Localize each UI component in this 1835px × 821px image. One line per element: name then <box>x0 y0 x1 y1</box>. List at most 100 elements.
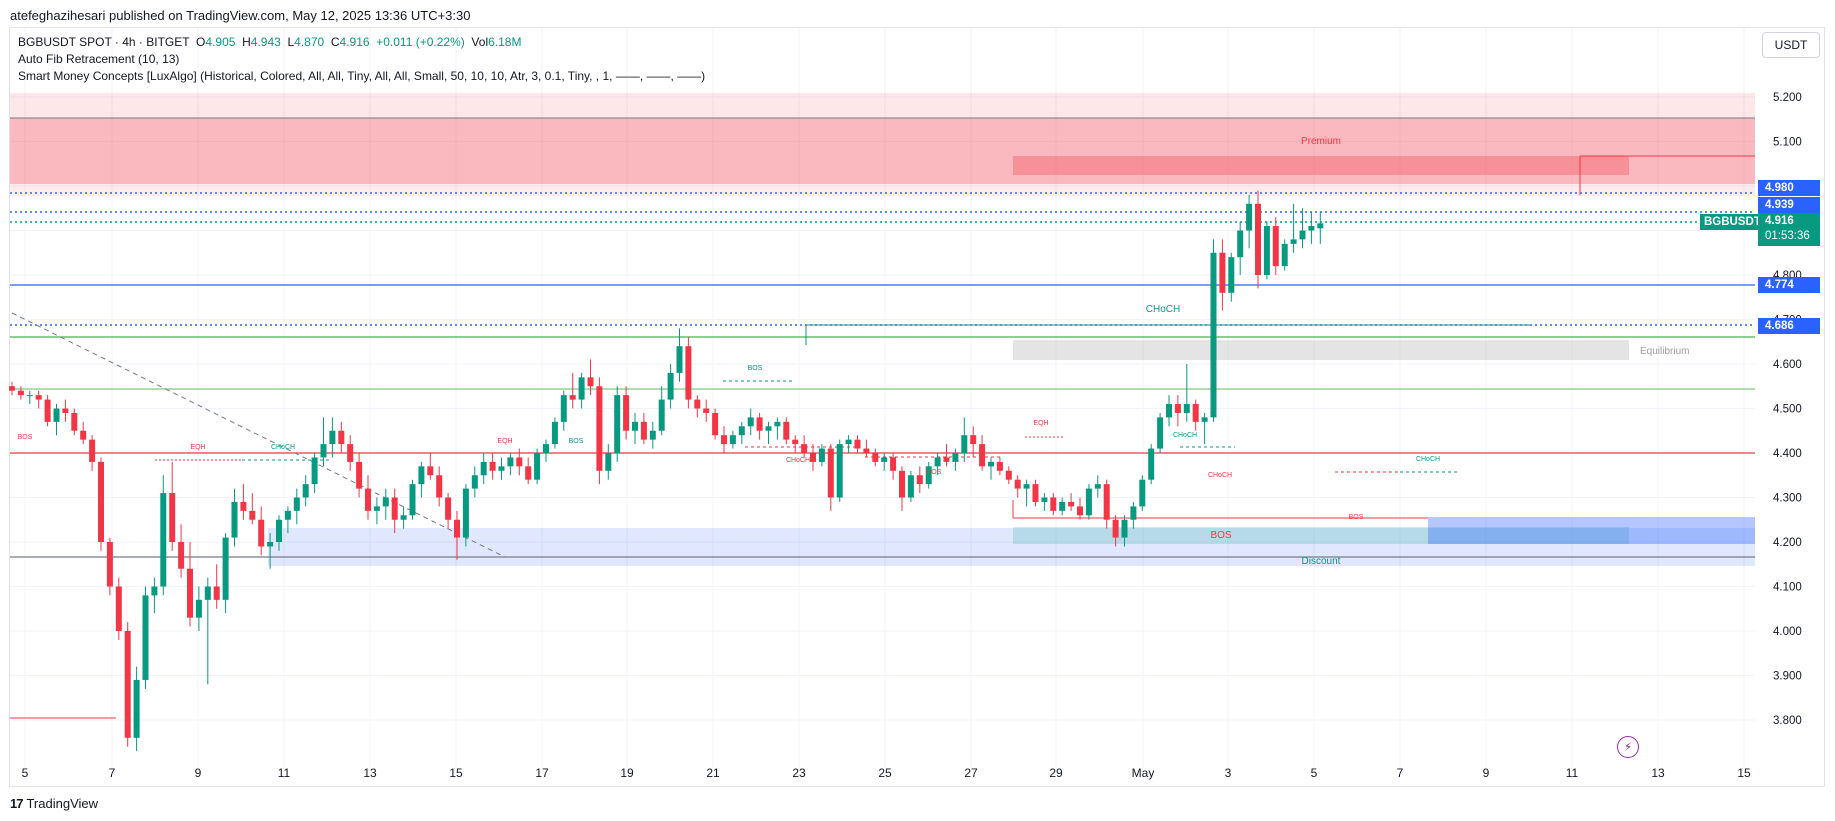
y-tick-label: 3.900 <box>1773 671 1802 683</box>
legend-open: 4.905 <box>205 35 236 49</box>
x-tick-label: 19 <box>620 766 634 780</box>
candle-body <box>1308 226 1315 231</box>
candle-body <box>916 475 923 485</box>
candle-body <box>560 395 567 422</box>
legend-low-label: L <box>287 35 295 49</box>
structure-label: EQH <box>1033 420 1048 427</box>
candle-body <box>133 679 140 738</box>
candle-body <box>400 515 407 520</box>
legend-vol: 6.18M <box>488 35 522 49</box>
candle-body <box>418 466 425 485</box>
candle-body <box>338 430 345 445</box>
legend-symbol[interactable]: BGBUSDT SPOT · 4h · BITGET <box>18 35 190 49</box>
candle-body <box>124 631 131 738</box>
candle-body <box>1272 226 1279 267</box>
x-tick-label: 27 <box>964 766 978 780</box>
candle-body <box>1121 519 1128 538</box>
candle-body <box>347 444 354 462</box>
structure-lines <box>10 155 1755 719</box>
x-tick-label: 9 <box>1483 766 1490 780</box>
x-tick-label: 5 <box>1311 766 1318 780</box>
candle-body <box>1290 239 1297 244</box>
candle-body <box>765 426 772 431</box>
current-price-box: 4.916 01:53:36 <box>1758 213 1820 246</box>
candle-body <box>747 417 754 427</box>
grid <box>10 28 1755 768</box>
legend-indicator-smc[interactable]: Smart Money Concepts [LuxAlgo] (Historic… <box>18 69 706 83</box>
x-tick-label: 5 <box>22 766 29 780</box>
candle-body <box>1192 404 1199 422</box>
structure-label: CHoCH <box>271 444 295 451</box>
candle-body <box>1005 470 1012 480</box>
x-tick-label: 21 <box>706 766 720 780</box>
candle-body <box>658 399 665 431</box>
candle-body <box>952 453 959 462</box>
x-tick-label: 23 <box>792 766 806 780</box>
discount-zone <box>268 528 1755 566</box>
candle-body <box>249 510 256 520</box>
legend-ohlc-row: BGBUSDT SPOT · 4h · BITGET O4.905 H4.943… <box>18 34 705 51</box>
candle-body <box>1139 479 1146 507</box>
candle-body <box>9 386 15 391</box>
y-tick-label: 4.400 <box>1773 448 1802 460</box>
candle-body <box>391 497 398 520</box>
trend-line <box>11 312 506 558</box>
candle-body <box>738 426 745 436</box>
candle-body <box>605 453 612 471</box>
structure-label: BOS <box>1210 530 1231 541</box>
candle-body <box>115 586 122 631</box>
candle-body <box>907 475 914 498</box>
candle-body <box>774 421 781 427</box>
candle-body <box>712 412 719 436</box>
candle-body <box>53 408 60 422</box>
structure-label: BOS <box>18 434 33 441</box>
candle-body <box>98 461 104 542</box>
candle-body <box>1201 417 1208 422</box>
candle-body <box>187 568 193 618</box>
candle-body <box>596 386 603 471</box>
candle-body <box>1085 488 1092 516</box>
chart-legend: BGBUSDT SPOT · 4h · BITGET O4.905 H4.943… <box>18 34 705 85</box>
currency-button[interactable]: USDT <box>1762 32 1820 58</box>
candle-body <box>818 448 825 462</box>
price-tag-4686: 4.686 <box>1758 318 1820 334</box>
footer-brand: TradingView <box>26 796 99 811</box>
candle-body <box>721 435 727 445</box>
legend-indicator-fib[interactable]: Auto Fib Retracement (10, 13) <box>18 52 180 66</box>
y-tick-label: 3.800 <box>1773 715 1802 727</box>
x-tick-label: 25 <box>878 766 892 780</box>
candle-body <box>1023 484 1030 489</box>
premium-label: Premium <box>1301 136 1341 147</box>
candle-body <box>623 395 630 431</box>
legend-vol-label: Vol <box>471 35 489 49</box>
candle-body <box>151 586 158 596</box>
candle-body <box>302 484 309 498</box>
candle-body <box>507 457 514 467</box>
legend-change: +0.011 (+0.22%) <box>376 35 465 49</box>
candle-body <box>293 497 300 511</box>
candle-body <box>1246 203 1253 231</box>
candle-body <box>471 475 478 489</box>
lightning-icon[interactable]: ⚡ <box>1617 736 1639 758</box>
candle-body <box>1237 230 1244 258</box>
structure-label: CHoCH <box>1146 304 1180 315</box>
candle-body <box>863 448 870 453</box>
candle-body <box>996 461 1003 471</box>
candle-body <box>836 444 843 498</box>
bar-countdown: 01:53:36 <box>1765 230 1810 242</box>
tradingview-logo: 17 TradingView <box>10 796 98 811</box>
candle-body <box>703 408 710 413</box>
structure-label: EQH <box>190 444 205 451</box>
x-tick-label: 11 <box>1566 766 1579 780</box>
candle-body <box>258 519 265 547</box>
candle-body <box>240 501 247 511</box>
candle-body <box>649 430 656 440</box>
candle-body <box>1299 230 1306 240</box>
candle-body <box>329 430 336 445</box>
candle-body <box>783 421 790 440</box>
x-tick-label: 15 <box>1737 766 1751 780</box>
candle-body <box>970 435 977 445</box>
candle-body <box>1032 484 1039 502</box>
levels <box>10 192 1755 558</box>
